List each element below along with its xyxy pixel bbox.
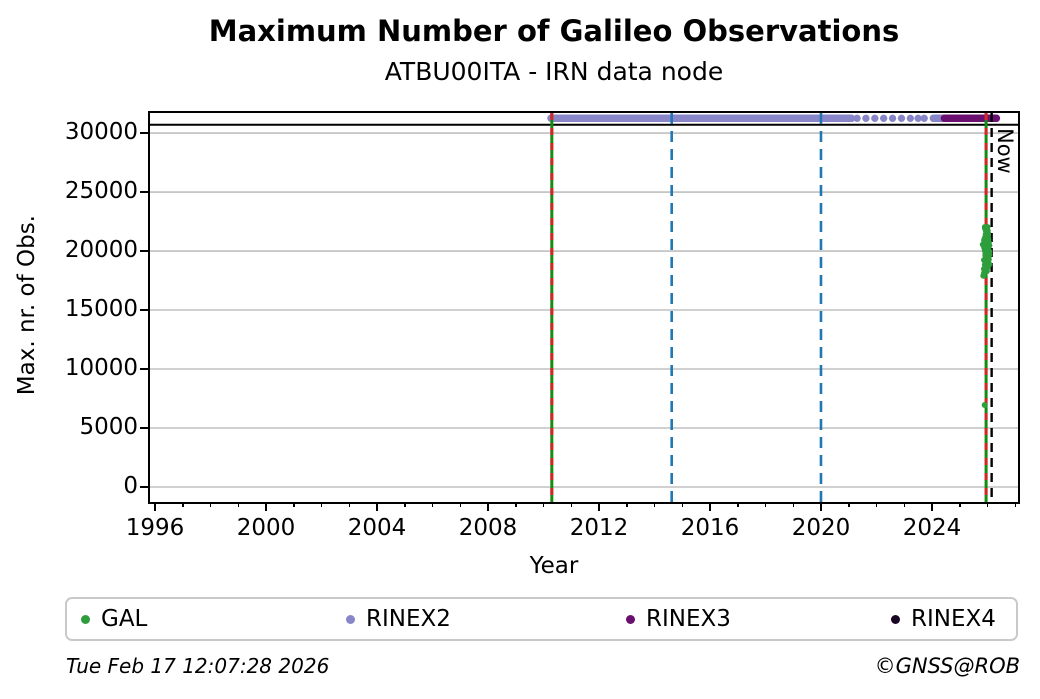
x-minor-tick bbox=[515, 502, 517, 507]
x-minor-tick bbox=[1014, 502, 1017, 507]
x-tick bbox=[153, 502, 156, 511]
x-minor-tick bbox=[903, 502, 906, 507]
legend-item-label: RINEX4 bbox=[911, 606, 996, 632]
x-minor-tick bbox=[626, 502, 628, 507]
legend-item-label: RINEX3 bbox=[646, 606, 731, 632]
x-minor-tick bbox=[875, 502, 878, 507]
rinex2-series bbox=[547, 114, 949, 123]
x-axis-label: Year bbox=[529, 553, 579, 579]
plot-area bbox=[148, 111, 1020, 504]
y-tick-label: 0 bbox=[123, 473, 138, 500]
x-tick-label: 2012 bbox=[569, 515, 629, 541]
legend-item-label: RINEX2 bbox=[366, 606, 451, 632]
chart-subtitle: ATBU00ITA - IRN data node bbox=[384, 57, 724, 86]
plot-svg bbox=[150, 113, 1018, 502]
x-tick bbox=[708, 502, 711, 511]
x-minor-tick bbox=[792, 502, 795, 507]
footer-timestamp: Tue Feb 17 12:07:28 2026 bbox=[66, 654, 330, 678]
y-tick bbox=[140, 427, 149, 430]
x-minor-tick bbox=[459, 502, 462, 507]
x-tick-label: 2016 bbox=[680, 515, 740, 541]
footer-credit: ©GNSS@ROB bbox=[874, 654, 1020, 678]
x-tick bbox=[486, 502, 489, 511]
chart-title: Maximum Number of Galileo Observations bbox=[208, 14, 900, 48]
x-tick-label: 1996 bbox=[125, 515, 185, 541]
y-tick bbox=[140, 368, 149, 371]
x-tick-label: 2000 bbox=[236, 515, 296, 541]
legend-item-gal: GAL bbox=[81, 606, 346, 632]
x-minor-tick bbox=[209, 502, 212, 507]
x-minor-tick bbox=[404, 502, 406, 507]
x-minor-tick bbox=[986, 502, 989, 507]
x-minor-tick bbox=[542, 502, 545, 507]
y-tick-label: 25000 bbox=[64, 178, 138, 205]
y-tick bbox=[140, 250, 149, 253]
now-label: Now bbox=[992, 128, 1017, 174]
y-tick bbox=[140, 309, 149, 312]
y-tick-label: 5000 bbox=[79, 414, 138, 441]
x-minor-tick bbox=[764, 502, 767, 507]
y-tick-label: 20000 bbox=[64, 237, 138, 264]
x-minor-tick bbox=[293, 502, 295, 507]
legend-item-rinex4: RINEX4 bbox=[891, 606, 996, 632]
x-tick-label: 2004 bbox=[347, 515, 407, 541]
x-tick bbox=[930, 502, 933, 511]
x-tick-label: 2020 bbox=[791, 515, 851, 541]
x-tick bbox=[264, 502, 267, 511]
x-tick-label: 2008 bbox=[458, 515, 518, 541]
legend-item-rinex2: RINEX2 bbox=[346, 606, 626, 632]
x-minor-tick bbox=[737, 502, 739, 507]
gal-cluster bbox=[979, 224, 993, 408]
x-minor-tick bbox=[653, 502, 656, 507]
x-minor-tick bbox=[237, 502, 240, 507]
x-minor-tick bbox=[681, 502, 684, 507]
rinex2-marker-icon bbox=[346, 614, 355, 624]
x-minor-tick bbox=[848, 502, 850, 507]
x-tick bbox=[597, 502, 600, 511]
gal-marker-icon bbox=[81, 614, 90, 624]
x-minor-tick bbox=[182, 502, 184, 507]
x-minor-tick bbox=[959, 502, 961, 507]
y-tick bbox=[140, 132, 149, 135]
y-tick bbox=[140, 486, 149, 489]
x-minor-tick bbox=[431, 502, 434, 507]
y-tick-label: 30000 bbox=[64, 119, 138, 146]
y-tick-label: 15000 bbox=[64, 296, 138, 323]
legend-item-label: GAL bbox=[101, 606, 148, 632]
x-tick bbox=[819, 502, 822, 511]
x-minor-tick bbox=[570, 502, 573, 507]
y-tick bbox=[140, 191, 149, 194]
x-minor-tick bbox=[320, 502, 323, 507]
rinex3-marker-icon bbox=[626, 614, 635, 624]
x-minor-tick bbox=[348, 502, 351, 507]
x-tick-label: 2024 bbox=[902, 515, 962, 541]
rinex4-marker-icon bbox=[891, 614, 900, 624]
legend-item-rinex3: RINEX3 bbox=[626, 606, 891, 632]
x-tick bbox=[375, 502, 378, 511]
legend: GAL RINEX2 RINEX3 RINEX4 bbox=[65, 597, 1018, 641]
y-tick-label: 10000 bbox=[64, 355, 138, 382]
